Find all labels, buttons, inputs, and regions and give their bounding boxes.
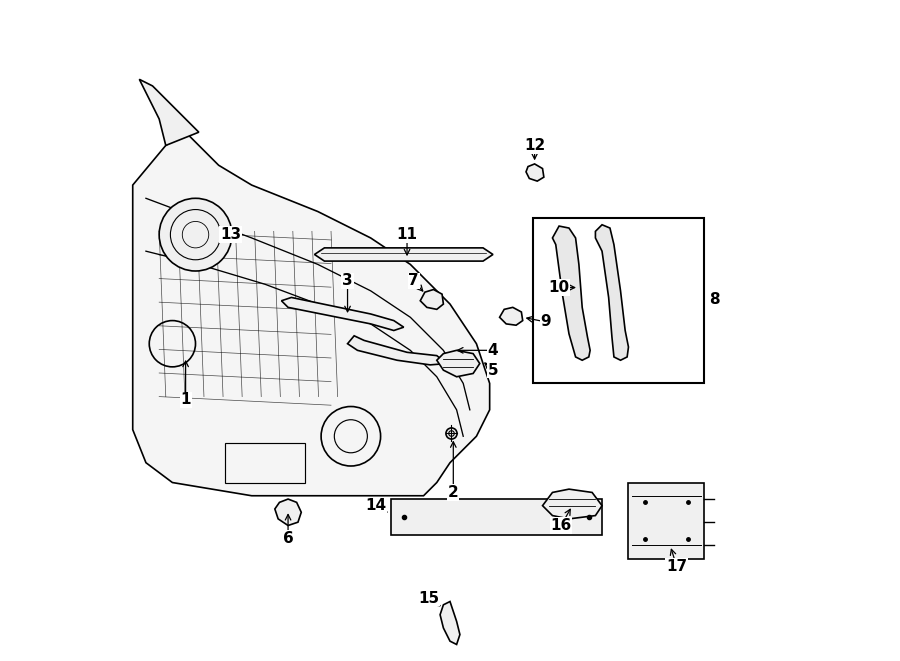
Text: 7: 7: [409, 274, 419, 288]
Text: 16: 16: [551, 518, 572, 533]
Text: 15: 15: [418, 591, 439, 605]
Text: 8: 8: [709, 292, 720, 307]
PathPatch shape: [282, 297, 404, 330]
Text: 2: 2: [448, 485, 459, 500]
Text: 1: 1: [180, 393, 191, 407]
PathPatch shape: [500, 307, 523, 325]
Text: 13: 13: [220, 227, 241, 242]
Bar: [391, 499, 602, 535]
Text: 4: 4: [488, 343, 499, 358]
PathPatch shape: [347, 336, 446, 365]
Bar: [225, 443, 304, 483]
PathPatch shape: [436, 350, 480, 377]
Circle shape: [159, 198, 232, 271]
PathPatch shape: [440, 602, 460, 644]
Text: 14: 14: [365, 498, 386, 513]
Text: 9: 9: [541, 315, 551, 329]
Text: 3: 3: [342, 274, 353, 288]
PathPatch shape: [140, 79, 199, 145]
PathPatch shape: [596, 225, 628, 360]
Text: 12: 12: [524, 138, 545, 153]
Text: 11: 11: [397, 227, 418, 242]
Text: 17: 17: [666, 559, 688, 574]
Bar: [533, 218, 705, 383]
PathPatch shape: [543, 489, 602, 519]
PathPatch shape: [132, 132, 490, 496]
Text: 10: 10: [548, 280, 570, 295]
PathPatch shape: [553, 226, 590, 360]
Text: 5: 5: [488, 363, 499, 377]
PathPatch shape: [274, 499, 302, 525]
PathPatch shape: [526, 164, 544, 181]
PathPatch shape: [314, 248, 493, 261]
PathPatch shape: [420, 290, 444, 309]
Text: 6: 6: [283, 531, 293, 546]
Bar: [628, 483, 705, 559]
